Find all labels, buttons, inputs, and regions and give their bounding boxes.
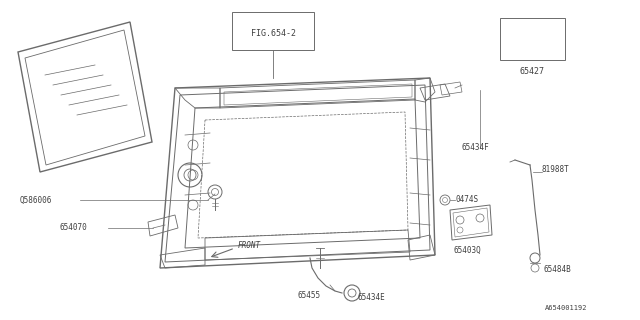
FancyBboxPatch shape [500,18,565,60]
Text: 65434F: 65434F [462,143,490,153]
Circle shape [344,285,360,301]
Text: 65403Q: 65403Q [454,245,482,254]
Text: FIG.654-2: FIG.654-2 [250,29,296,38]
Text: 65455: 65455 [298,291,321,300]
Text: FRONT: FRONT [238,242,261,251]
Text: 65484B: 65484B [544,266,572,275]
Text: Q586006: Q586006 [20,196,52,204]
Text: 654070: 654070 [60,223,88,233]
Text: 65434E: 65434E [358,293,386,302]
Text: 65427: 65427 [520,68,545,76]
FancyBboxPatch shape [232,12,314,50]
Text: A654001192: A654001192 [545,305,588,311]
Text: 81988T: 81988T [542,165,570,174]
Text: 0474S: 0474S [455,196,478,204]
